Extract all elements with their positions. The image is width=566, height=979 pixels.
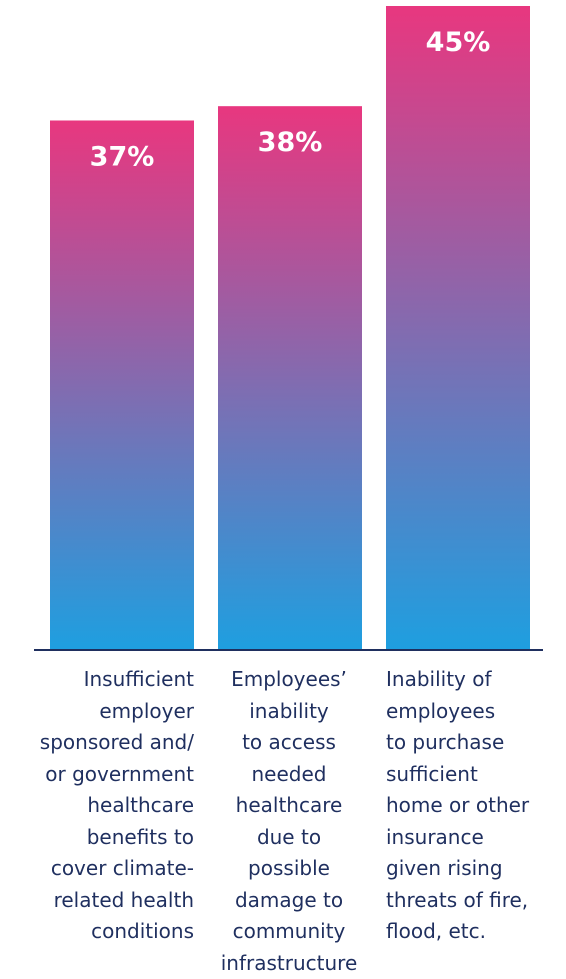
category-3-line-1: Inability of: [386, 664, 564, 696]
category-1-line-4: or government: [0, 759, 194, 791]
bar-2: [218, 106, 362, 650]
category-1-line-5: healthcare: [0, 790, 194, 822]
bars-group: [50, 6, 530, 650]
data-label-1: 37%: [90, 141, 155, 172]
category-2-line-9: community: [208, 916, 370, 948]
data-label-3: 45%: [426, 27, 491, 58]
category-2-line-4: needed: [208, 759, 370, 791]
category-2-line-7: possible: [208, 853, 370, 885]
category-2-line-6: due to: [208, 822, 370, 854]
category-1-line-7: cover climate-: [0, 853, 194, 885]
category-3-line-7: given rising: [386, 853, 564, 885]
category-1-line-1: Insufficient: [0, 664, 194, 696]
category-3-line-2: employees: [386, 696, 564, 728]
bar-1: [50, 120, 194, 650]
category-2-line-5: healthcare: [208, 790, 370, 822]
category-2-line-8: damage to: [208, 885, 370, 917]
category-2-line-3: to access: [208, 727, 370, 759]
category-2-line-10: infrastructure: [208, 948, 370, 979]
category-2-line-1: Employees’: [208, 664, 370, 696]
category-1-line-2: employer: [0, 696, 194, 728]
category-3-line-8: threats of fire,: [386, 885, 564, 917]
category-1-line-6: benefits to: [0, 822, 194, 854]
category-3-line-4: sufficient: [386, 759, 564, 791]
data-label-2: 38%: [258, 127, 323, 158]
category-3-line-9: flood, etc.: [386, 916, 564, 948]
category-3-line-3: to purchase: [386, 727, 564, 759]
category-2-line-2: inability: [208, 696, 370, 728]
bar-3: [386, 6, 530, 650]
category-3-line-6: insurance: [386, 822, 564, 854]
category-1-line-3: sponsored and/: [0, 727, 194, 759]
category-1-line-9: conditions: [0, 916, 194, 948]
category-1-line-8: related health: [0, 885, 194, 917]
category-3-line-5: home or other: [386, 790, 564, 822]
